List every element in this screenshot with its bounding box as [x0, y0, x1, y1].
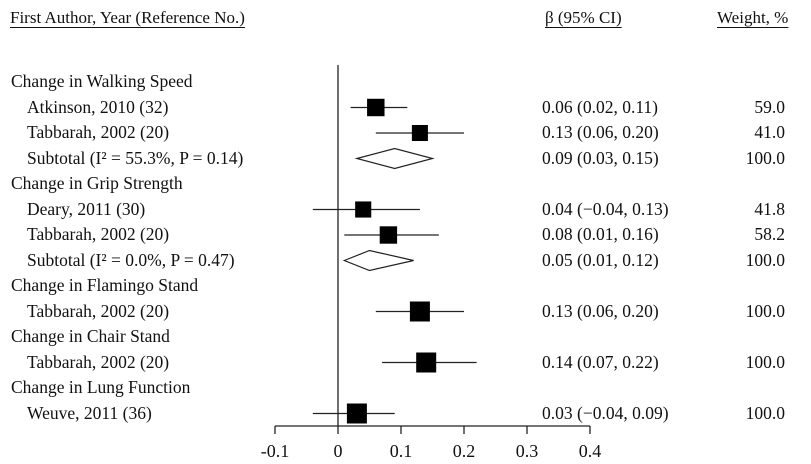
x-tick-label: 0.1	[390, 441, 413, 461]
x-tick-label: -0.1	[261, 441, 290, 461]
subtotal-diamond	[342, 249, 414, 272]
x-tick-label: 0	[334, 441, 343, 461]
ci-value: 0.13 (0.06, 0.20)	[542, 300, 659, 321]
weight-value: 100.0	[745, 351, 785, 372]
group-label: Change in Flamingo Stand	[11, 275, 199, 295]
study-label: Tabbarah, 2002 (20)	[27, 122, 170, 142]
subtotal-label: Subtotal (I² = 0.0%, P = 0.47)	[27, 250, 235, 271]
weight-value: 58.2	[754, 224, 785, 244]
weight-value: 41.8	[754, 198, 785, 219]
study-label: Deary, 2011 (30)	[27, 198, 146, 219]
subtotal-text: Subtotal	[27, 249, 90, 270]
ci-value: 0.03 (−0.04, 0.09)	[542, 402, 669, 423]
subtotal-diamond	[354, 147, 435, 170]
x-tick-label: 0.3	[516, 441, 539, 461]
study-label: Tabbarah, 2002 (20)	[27, 351, 170, 372]
weight-value: 41.0	[754, 122, 785, 142]
heterogeneity-stat: (I² = 55.3%, P = 0.14)	[89, 147, 244, 168]
weight-value: 100.0	[745, 402, 785, 423]
ci-value: 0.06 (0.02, 0.11)	[542, 96, 659, 117]
effect-square	[409, 301, 430, 322]
effect-square	[411, 124, 428, 142]
effect-square	[379, 226, 398, 244]
effect-square	[346, 403, 367, 424]
ci-value: 0.13 (0.06, 0.20)	[542, 122, 659, 142]
group-label: Change in Lung Function	[11, 377, 191, 397]
study-label: Atkinson, 2010 (32)	[27, 96, 169, 117]
effect-square	[367, 98, 385, 117]
x-tick-label: 0.4	[579, 441, 602, 461]
ci-value: 0.05 (0.01, 0.12)	[542, 249, 659, 270]
weight-value: 100.0	[745, 300, 785, 321]
weight-value: 100.0	[745, 249, 785, 270]
ci-value: 0.08 (0.01, 0.16)	[542, 224, 659, 244]
group-label: Change in Walking Speed	[11, 71, 193, 91]
effect-square	[355, 201, 372, 218]
heterogeneity-stat: (I² = 0.0%, P = 0.47)	[89, 249, 235, 270]
ci-value: 0.09 (0.03, 0.15)	[542, 147, 659, 168]
study-label: Tabbarah, 2002 (20)	[27, 300, 170, 321]
header-author: First Author, Year (Reference No.)	[10, 8, 245, 27]
x-tick-label: 0.2	[453, 441, 476, 461]
subtotal-label: Subtotal (I² = 55.3%, P = 0.14)	[27, 148, 243, 169]
group-label: Change in Chair Stand	[11, 326, 170, 346]
ci-value: 0.14 (0.07, 0.22)	[542, 351, 659, 372]
study-label: Tabbarah, 2002 (20)	[27, 224, 170, 244]
header-beta: β (95% CI)	[545, 8, 622, 27]
study-label: Weuve, 2011 (36)	[27, 402, 152, 423]
weight-value: 59.0	[754, 96, 785, 117]
effect-square	[416, 352, 437, 373]
weight-value: 100.0	[745, 147, 785, 168]
header-weight: Weight, %	[717, 8, 789, 27]
subtotal-text: Subtotal	[27, 147, 90, 168]
group-label: Change in Grip Strength	[11, 173, 183, 193]
ci-value: 0.04 (−0.04, 0.13)	[542, 198, 669, 219]
